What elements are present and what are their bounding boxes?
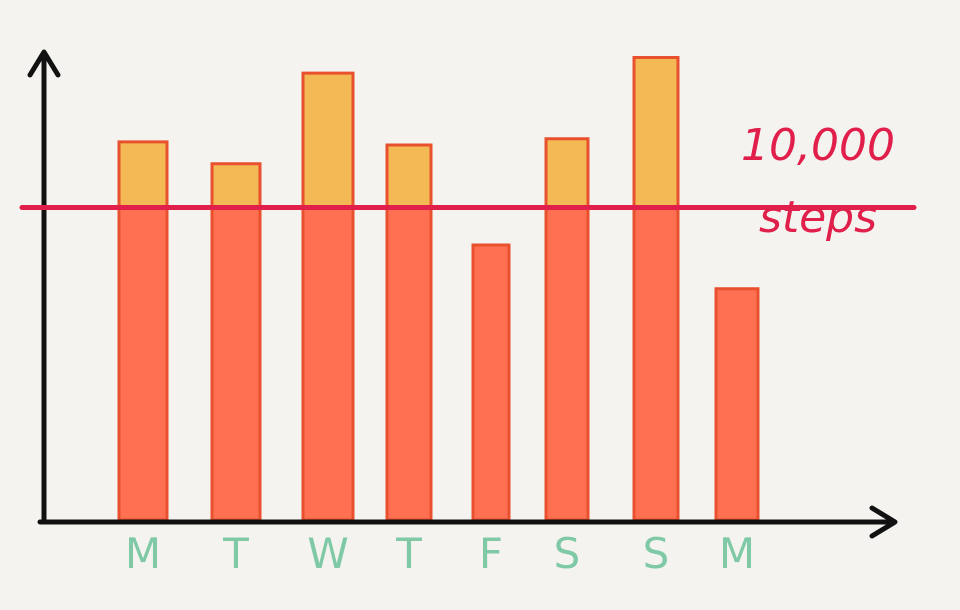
bar-above-goal-segment xyxy=(212,163,260,208)
goal-label-unit: steps xyxy=(759,192,877,243)
axes-layer xyxy=(27,49,898,539)
goal-label-value: 10,000 xyxy=(741,120,895,171)
x-tick-label: M xyxy=(719,529,755,578)
bar-1 xyxy=(117,140,169,522)
x-tick-label: F xyxy=(479,529,503,578)
bar-2 xyxy=(210,162,262,522)
goal-layer: 10,000 steps xyxy=(19,120,917,243)
bar-below-goal-segment xyxy=(119,207,167,520)
bar-above-goal-segment xyxy=(387,145,431,208)
bar-above-goal-segment xyxy=(303,73,353,208)
x-tick-label: M xyxy=(125,529,161,578)
x-axis-arrow-icon xyxy=(869,505,898,539)
bars-layer xyxy=(117,56,760,522)
bar-above-goal-segment xyxy=(634,57,678,208)
bar-8 xyxy=(714,287,760,522)
bar-below-goal-segment xyxy=(634,207,678,520)
bar-4 xyxy=(385,143,433,522)
x-tick-label: S xyxy=(643,529,670,578)
bar-below-goal-segment xyxy=(716,288,758,520)
bar-above-goal-segment xyxy=(119,141,167,208)
x-tick-label: T xyxy=(222,529,249,578)
x-tick-label: T xyxy=(395,529,422,578)
x-tick-label: W xyxy=(307,529,349,578)
bar-below-goal-segment xyxy=(212,207,260,520)
bar-3 xyxy=(301,71,355,522)
bar-7 xyxy=(632,56,680,522)
bar-above-goal-segment xyxy=(546,138,588,208)
bar-5 xyxy=(471,243,511,522)
x-tick-label: S xyxy=(554,529,581,578)
bar-below-goal-segment xyxy=(546,207,588,520)
bar-6 xyxy=(544,137,590,522)
bar-below-goal-segment xyxy=(387,207,431,520)
bar-below-goal-segment xyxy=(473,245,509,520)
bar-below-goal-segment xyxy=(303,207,353,520)
y-axis-arrow-icon xyxy=(27,49,61,78)
